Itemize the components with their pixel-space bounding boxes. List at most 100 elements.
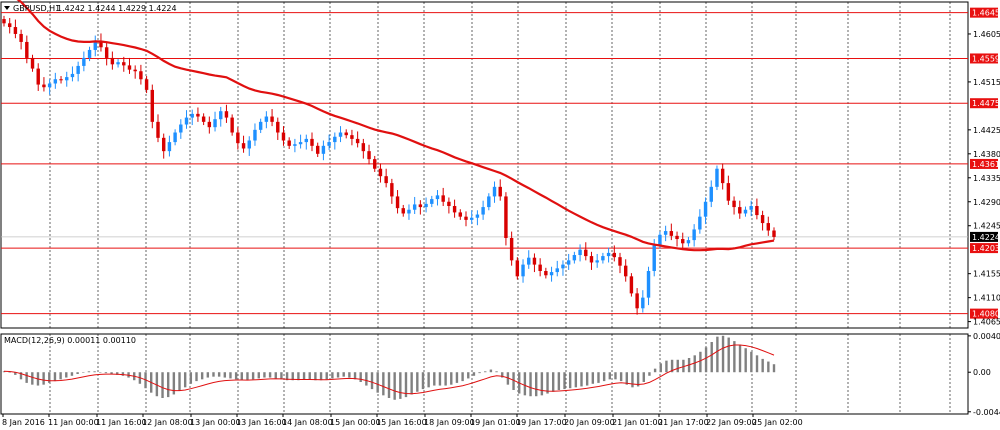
candle <box>715 165 719 191</box>
macd-bar <box>280 372 283 380</box>
macd-bar <box>376 372 379 393</box>
time-tick-label: 13 Jan 16:00 <box>236 418 287 427</box>
candle <box>116 58 120 68</box>
candle <box>298 134 303 149</box>
candle <box>264 111 269 129</box>
macd-bar <box>229 372 232 379</box>
macd-bar <box>246 372 249 381</box>
candle <box>395 190 400 214</box>
candle <box>589 251 594 270</box>
candle <box>236 127 240 150</box>
candle <box>390 178 394 204</box>
macd-bar <box>495 371 498 373</box>
price-tick-label: 1.4380 <box>973 150 1000 159</box>
candle <box>36 63 40 91</box>
level-price-label: 1.4645 <box>972 9 1000 18</box>
macd-bar <box>110 372 113 374</box>
time-tick-label: 21 Jan 01:00 <box>612 418 663 427</box>
candle <box>424 197 428 213</box>
macd-bar <box>416 372 419 392</box>
macd-bar <box>450 372 453 385</box>
candle <box>127 57 132 74</box>
macd-bar <box>116 372 119 375</box>
macd-bar <box>8 372 11 373</box>
macd-bar <box>325 372 328 380</box>
candle <box>207 116 212 134</box>
candle <box>441 187 445 207</box>
macd-bar <box>535 372 538 397</box>
candle <box>190 109 194 126</box>
candle <box>281 126 286 146</box>
candle <box>641 290 645 313</box>
macd-axis: 0.00409 0.00 -0.00445 <box>968 332 1000 417</box>
macd-bar <box>93 371 96 373</box>
candle <box>618 252 622 274</box>
macd-bar <box>676 359 679 373</box>
candle <box>213 111 217 132</box>
candle <box>595 253 599 268</box>
macd-bar <box>750 351 753 373</box>
candle <box>110 51 115 70</box>
macd-bar <box>76 372 79 374</box>
macd-bar <box>291 372 294 381</box>
macd-bar <box>529 372 532 397</box>
macd-bar <box>348 372 351 378</box>
candle <box>412 196 417 215</box>
candle <box>276 117 280 140</box>
time-tick-label: 15 Jan 16:00 <box>376 418 427 427</box>
macd-bar <box>755 355 759 373</box>
macd-bar <box>172 372 176 395</box>
macd-bar <box>653 368 657 373</box>
level-price-label: 1.4361 <box>972 160 1000 169</box>
candle <box>492 181 497 203</box>
candle <box>156 114 160 143</box>
level-price-label: 1.4203 <box>972 244 1000 253</box>
level-price-label: 1.4475 <box>972 99 1000 108</box>
candle <box>258 118 263 134</box>
candle <box>578 244 582 262</box>
candle <box>544 267 548 279</box>
candle <box>310 132 314 152</box>
macd-bar <box>591 372 595 384</box>
candle <box>247 136 251 156</box>
macd-bar <box>580 372 583 387</box>
macd-bar <box>738 344 742 373</box>
macd-bar <box>682 359 685 373</box>
candle <box>133 65 137 79</box>
candle <box>19 29 23 50</box>
macd-bar <box>331 372 334 379</box>
candle <box>766 216 771 236</box>
macd-bar <box>31 372 34 385</box>
macd-tick-label: 0.00409 <box>973 332 1000 341</box>
macd-bar <box>659 363 662 373</box>
macd-label: MACD(12,26,9) 0.00011 0.00110 <box>4 336 136 345</box>
candle <box>401 204 405 217</box>
macd-bar <box>721 335 725 373</box>
macd-bar <box>433 372 436 386</box>
triangle-down-icon[interactable] <box>4 6 10 10</box>
macd-bar <box>99 372 102 373</box>
price-axis: 1.4605 1.4515 1.4425 1.4380 1.4335 1.4290 1.42… <box>968 30 1000 327</box>
macd-bar <box>104 372 108 374</box>
moving-average <box>16 0 775 252</box>
candle <box>646 266 651 306</box>
candle <box>612 245 617 262</box>
macd-bar <box>767 361 770 373</box>
macd-bar <box>48 372 51 383</box>
candle <box>407 204 411 220</box>
candle <box>327 134 331 151</box>
macd-bar <box>619 372 623 382</box>
macd-bar <box>455 372 459 383</box>
time-tick-label: 21 Jan 17:00 <box>658 418 709 427</box>
candle <box>760 210 765 231</box>
macd-bar <box>178 372 181 391</box>
candle <box>572 251 577 264</box>
macd-bar <box>563 372 566 390</box>
level-price-label: 1.4559 <box>972 54 1000 63</box>
candle <box>452 199 457 218</box>
current-price-label: 1.4224 <box>972 233 1000 242</box>
macd-bar <box>314 372 317 381</box>
macd-bar <box>421 372 425 390</box>
